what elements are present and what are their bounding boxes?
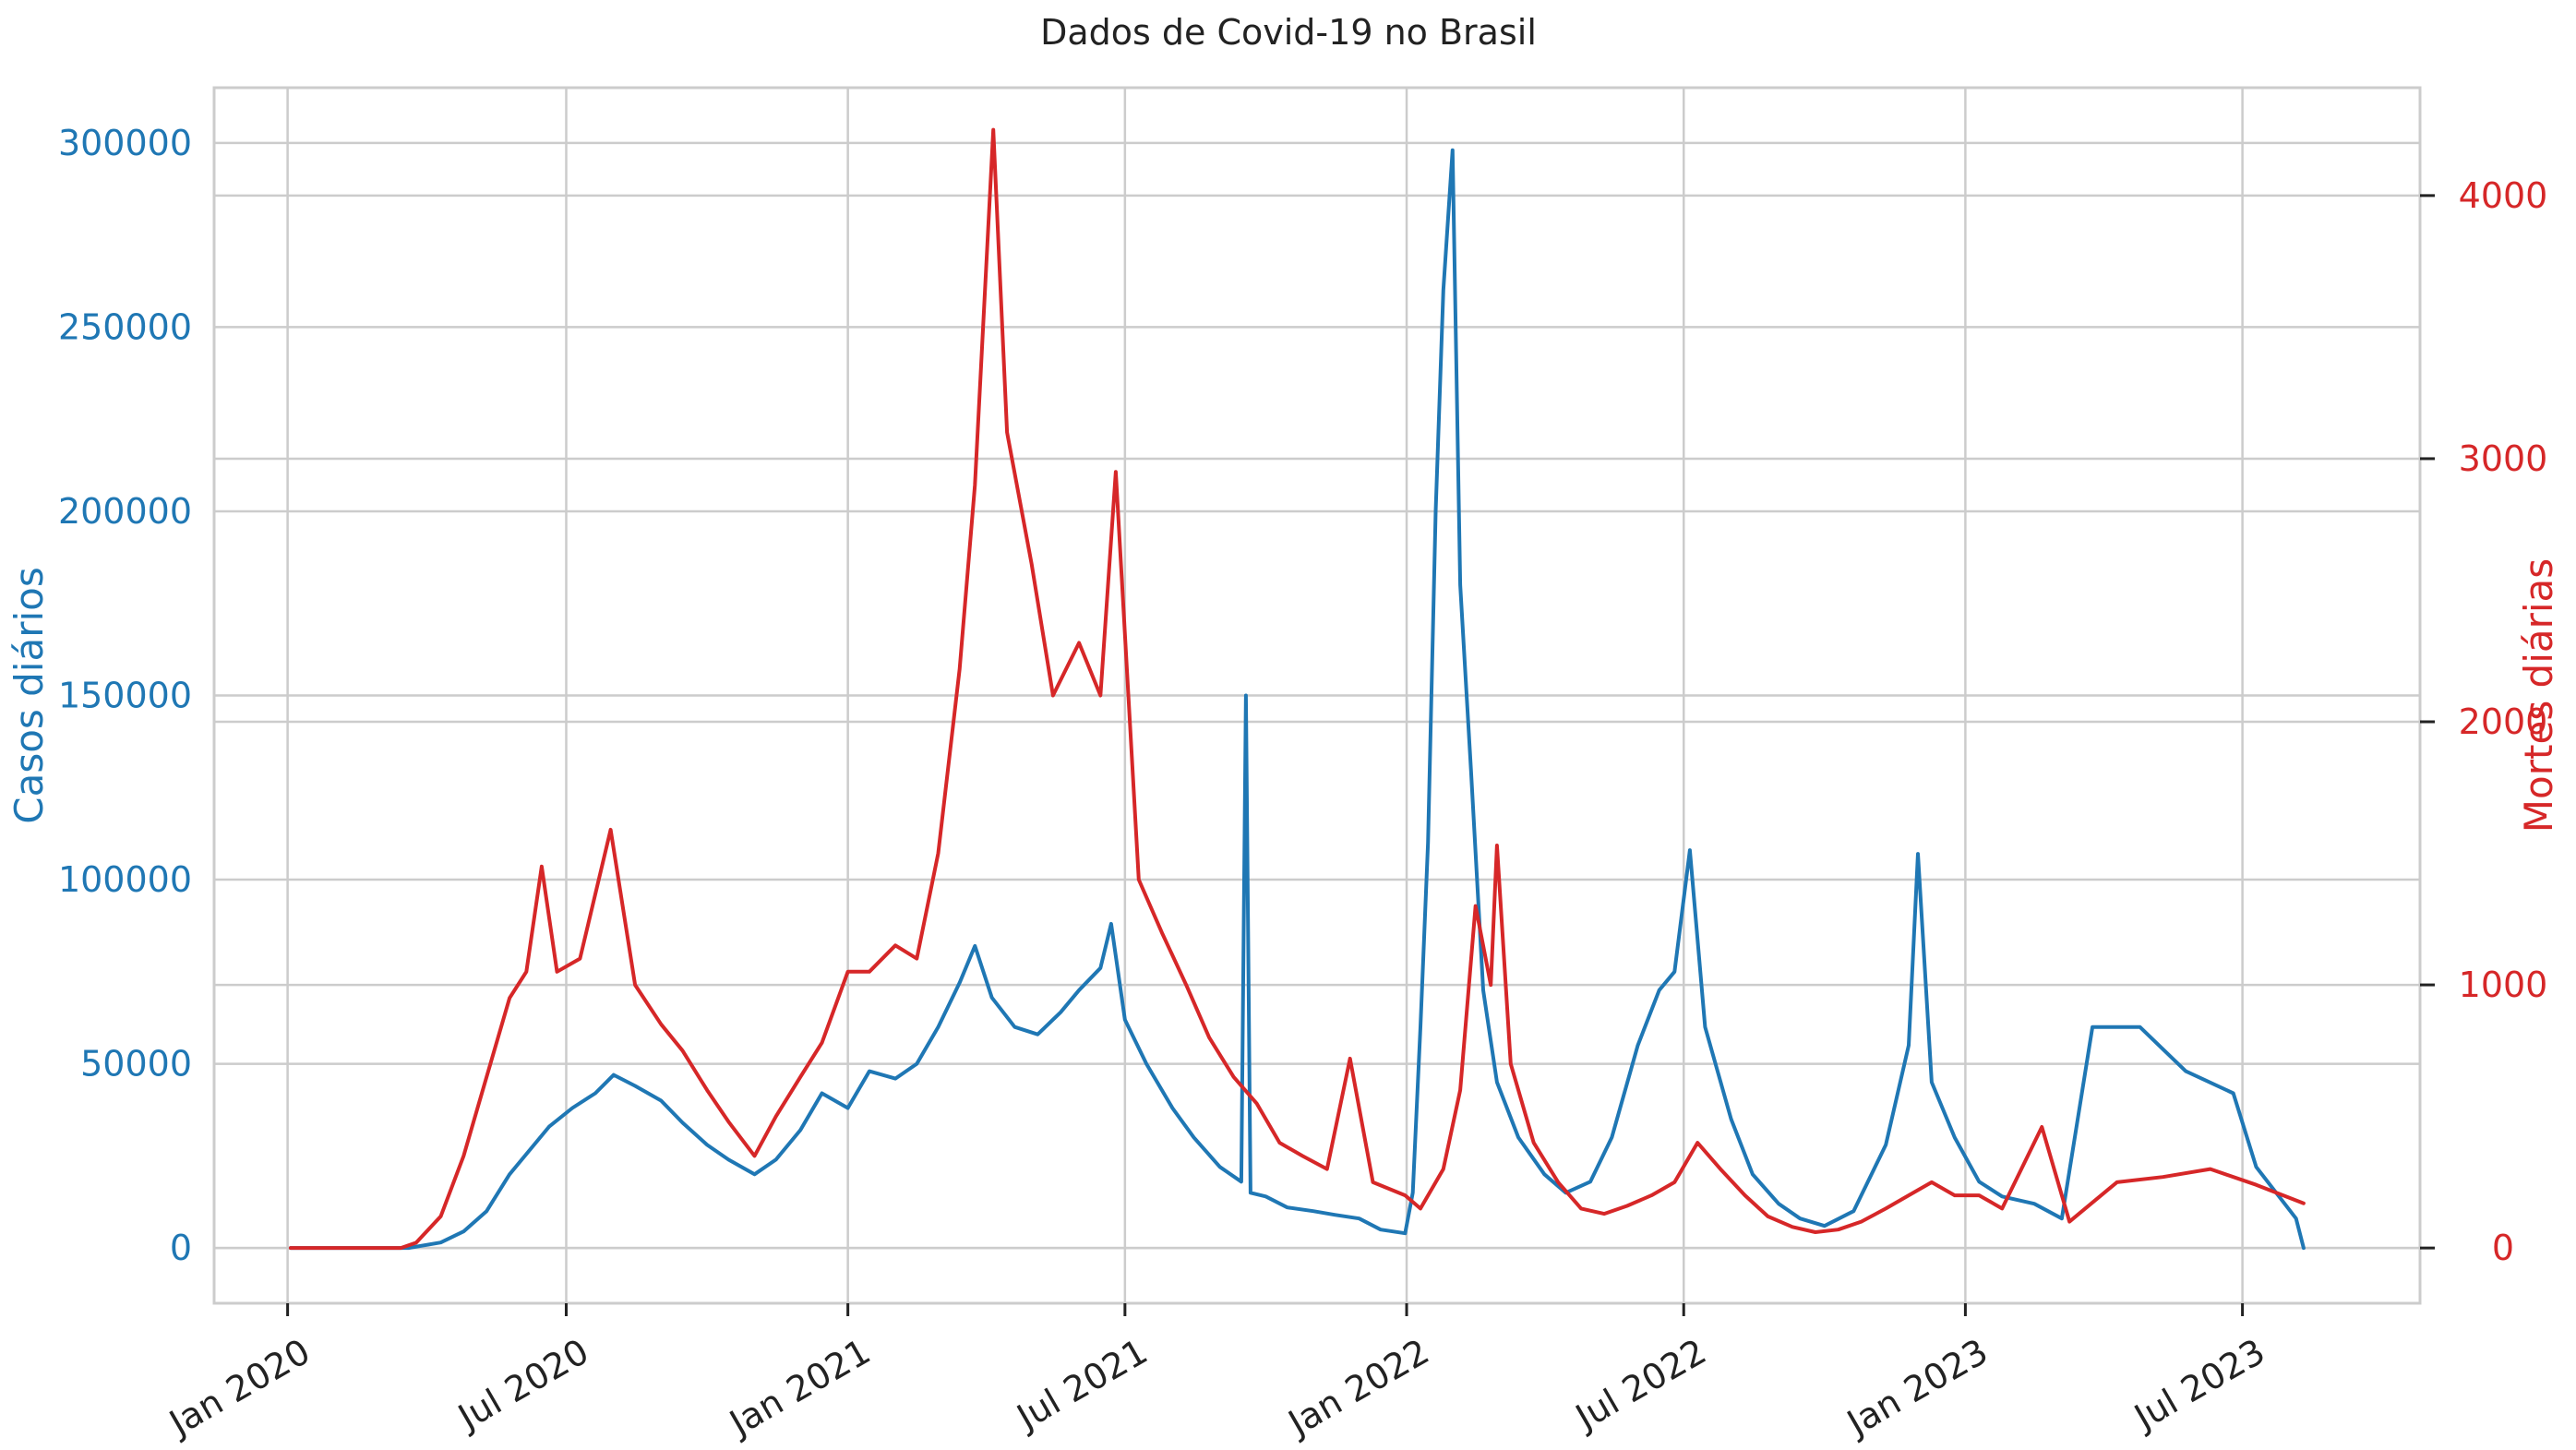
y-left-tick-label: 250000	[58, 306, 192, 347]
y-left-tick-label: 50000	[80, 1044, 192, 1085]
x-axis-ticks: Jan 2020 Jul 2020 Jan 2021 Jul 2021 Jan 2022…	[162, 1303, 2272, 1444]
x-tick-label: Jul 2021	[1009, 1331, 1155, 1438]
x-tick-label: Jan 2021	[722, 1331, 878, 1444]
x-tick-label: Jul 2022	[1567, 1331, 1713, 1438]
right-axis-ticks: 0 1000 2000 3000 4000	[2420, 175, 2547, 1268]
x-tick-label: Jul 2020	[450, 1331, 596, 1438]
x-tick-label: Jan 2020	[162, 1331, 318, 1444]
y-left-tick-label: 150000	[58, 676, 192, 716]
x-tick-label: Jan 2022	[1280, 1331, 1436, 1444]
y-axis-left-label: Casos diários	[6, 567, 52, 823]
y-right-tick-label: 1000	[2459, 965, 2548, 1005]
x-tick-label: Jul 2023	[2127, 1331, 2272, 1438]
y-left-tick-label: 100000	[58, 859, 192, 900]
y-left-tick-label: 0	[170, 1228, 192, 1268]
x-tick-label: Jan 2023	[1839, 1331, 1995, 1444]
series-layer	[288, 127, 2306, 1251]
series-mortes-line	[288, 127, 2306, 1251]
series-casos-line	[288, 148, 2306, 1251]
plot-frame	[212, 86, 2422, 1305]
chart-title: Dados de Covid-19 no Brasil	[1040, 12, 1537, 53]
chart-grid	[214, 88, 2420, 1303]
y-right-tick-label: 3000	[2459, 438, 2548, 479]
y-right-tick-label: 0	[2492, 1228, 2514, 1268]
y-axis-right-label: Mortes diárias	[2516, 558, 2561, 833]
y-right-tick-label: 4000	[2459, 175, 2548, 216]
y-left-tick-label: 200000	[58, 491, 192, 532]
plot-border	[212, 86, 2422, 1305]
y-left-tick-label: 300000	[58, 123, 192, 163]
y-right-tick-label: 2000	[2459, 701, 2548, 742]
left-axis-ticks: 0 50000 100000 150000 200000 250000 300000	[58, 123, 192, 1268]
